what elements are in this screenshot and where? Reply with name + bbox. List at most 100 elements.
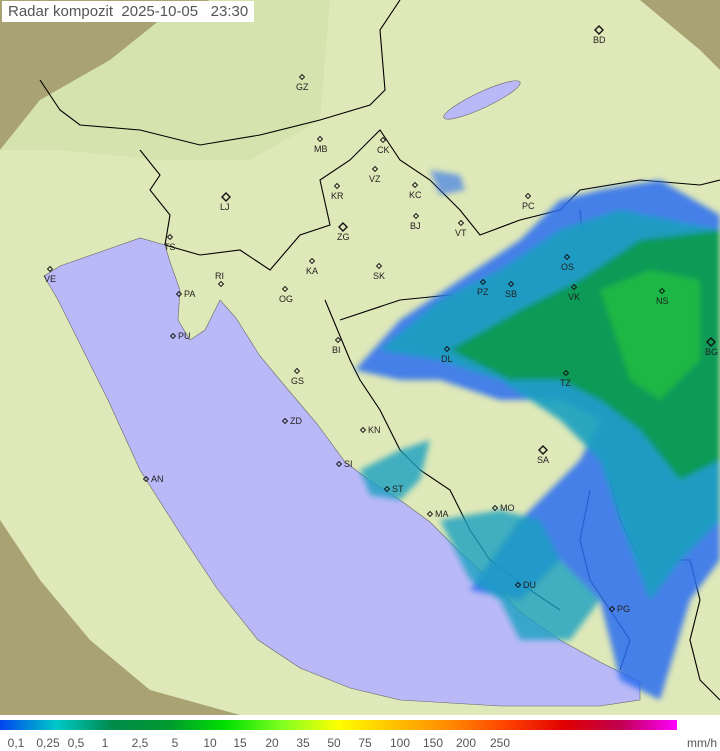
precipitation-echoes — [355, 170, 720, 700]
city-gs: GS — [291, 367, 304, 386]
city-sb: SB — [505, 280, 517, 299]
legend-tick-label: 1 — [101, 736, 109, 750]
city-label: OG — [279, 294, 293, 304]
legend-color-bar — [0, 720, 677, 730]
city-marker-icon — [298, 73, 306, 81]
city-marker-icon — [491, 504, 499, 512]
city-marker-icon — [142, 475, 150, 483]
city-marker-icon — [412, 212, 420, 220]
city-label: AN — [151, 474, 164, 484]
city-marker-icon — [335, 460, 343, 468]
city-ve: VE — [44, 265, 56, 284]
city-label: VT — [455, 228, 467, 238]
city-marker-icon — [479, 278, 487, 286]
city-marker-icon — [563, 253, 571, 261]
city-mo: MO — [491, 503, 515, 513]
city-ck: CK — [377, 136, 390, 155]
lake-balaton — [443, 80, 521, 120]
city-label: VK — [568, 292, 580, 302]
city-marker-icon — [379, 136, 387, 144]
city-label: PC — [522, 201, 535, 211]
city-bj: BJ — [410, 212, 421, 231]
city-gz: GZ — [296, 73, 309, 92]
city-mb: MB — [314, 135, 328, 154]
city-label: VE — [44, 274, 56, 284]
city-marker-icon — [524, 192, 532, 200]
city-label: SA — [537, 455, 549, 465]
city-label: PU — [178, 331, 191, 341]
city-label: ZG — [337, 232, 350, 242]
city-markers: BD GZ MB CK VZ KR KC LJ BJ PC ZG VT TS VE RI KA SK PA OG PZ… — [44, 25, 718, 614]
city-bd: BD — [593, 25, 606, 45]
legend-tick-label: 50 — [327, 736, 341, 750]
city-marker-icon — [426, 510, 434, 518]
city-marker-icon — [338, 222, 348, 232]
city-marker-icon — [359, 426, 367, 434]
city-pc: PC — [522, 192, 535, 211]
city-label: DU — [523, 580, 536, 590]
legend-tick-label: 10 — [203, 736, 217, 750]
city-marker-icon — [166, 233, 174, 241]
city-ka: KA — [306, 257, 318, 276]
city-marker-icon — [507, 280, 515, 288]
city-ns: NS — [656, 287, 669, 306]
map-title: Radar kompozit 2025-10-05 23:30 — [2, 1, 255, 22]
city-marker-icon — [333, 182, 341, 190]
city-si: SI — [335, 459, 353, 469]
city-label: ST — [392, 484, 404, 494]
city-marker-icon — [383, 485, 391, 493]
city-label: BI — [332, 345, 341, 355]
city-marker-icon — [175, 290, 183, 298]
radar-map[interactable]: BD GZ MB CK VZ KR KC LJ BJ PC ZG VT TS VE RI KA SK PA OG PZ… — [0, 0, 720, 715]
legend-tick-label: 250 — [489, 736, 511, 750]
city-marker-icon — [443, 345, 451, 353]
city-ma: MA — [426, 509, 449, 519]
city-og: OG — [279, 285, 293, 304]
city-marker-icon — [371, 165, 379, 173]
city-bg: BG — [705, 337, 718, 357]
city-label: DL — [441, 354, 453, 364]
city-label: KC — [409, 190, 422, 200]
city-marker-icon — [293, 367, 301, 375]
city-label: VZ — [369, 174, 381, 184]
city-label: NS — [656, 296, 669, 306]
city-marker-icon — [562, 369, 570, 377]
city-label: MB — [314, 144, 328, 154]
city-marker-icon — [658, 287, 666, 295]
city-marker-icon — [281, 417, 289, 425]
city-os: OS — [561, 253, 574, 272]
city-marker-icon — [411, 181, 419, 189]
product-name: Radar kompozit — [8, 3, 114, 20]
city-zd: ZD — [281, 416, 302, 426]
city-label: LJ — [220, 202, 230, 212]
city-marker-icon — [538, 445, 548, 455]
city-label: BG — [705, 347, 718, 357]
city-label: RI — [215, 271, 224, 281]
city-label: PA — [184, 289, 195, 299]
city-label: BJ — [410, 221, 421, 231]
city-marker-icon — [217, 280, 225, 288]
city-marker-icon — [706, 337, 716, 347]
city-label: PG — [617, 604, 630, 614]
legend-tick-label: 35 — [296, 736, 310, 750]
city-marker-icon — [334, 336, 342, 344]
city-kr: KR — [331, 182, 344, 201]
city-label: GS — [291, 376, 304, 386]
city-marker-icon — [281, 285, 289, 293]
legend-tick-label: 75 — [358, 736, 372, 750]
city-label: KR — [331, 191, 344, 201]
city-label: MA — [435, 509, 449, 519]
city-kn: KN — [359, 425, 381, 435]
city-label: ZD — [290, 416, 302, 426]
legend-tick-label: 2,5 — [131, 736, 149, 750]
legend-unit: mm/h — [687, 736, 717, 750]
city-marker-icon — [514, 581, 522, 589]
coverage-land-tint — [0, 0, 330, 160]
city-label: CK — [377, 145, 390, 155]
city-an: AN — [142, 474, 164, 484]
legend-tick-label: 5 — [171, 736, 179, 750]
city-label: TZ — [560, 378, 571, 388]
radar-date: 2025-10-05 — [121, 3, 199, 20]
legend-tick-label: 200 — [455, 736, 477, 750]
